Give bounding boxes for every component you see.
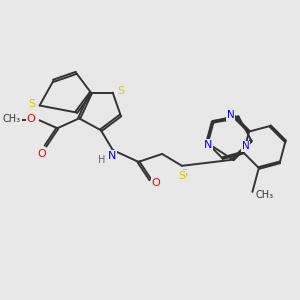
Text: CH₃: CH₃ [3, 114, 21, 124]
Text: S: S [28, 98, 35, 109]
Text: H: H [98, 155, 106, 165]
Text: S: S [178, 171, 185, 181]
Text: N: N [204, 140, 212, 150]
Text: O: O [26, 114, 35, 124]
Text: O: O [37, 149, 46, 159]
Text: N: N [242, 142, 249, 152]
Text: S: S [180, 169, 188, 179]
Text: CH₃: CH₃ [255, 190, 273, 200]
Text: O: O [152, 178, 161, 188]
Text: N: N [227, 110, 235, 120]
Text: N: N [108, 151, 116, 161]
Text: S: S [117, 86, 124, 96]
